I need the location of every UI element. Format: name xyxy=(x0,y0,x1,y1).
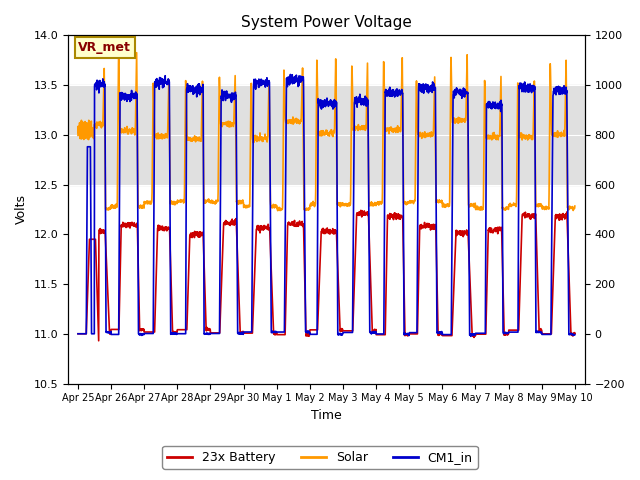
Y-axis label: Volts: Volts xyxy=(15,194,28,225)
Text: VR_met: VR_met xyxy=(78,41,131,54)
Legend: 23x Battery, Solar, CM1_in: 23x Battery, Solar, CM1_in xyxy=(163,446,477,469)
X-axis label: Time: Time xyxy=(311,409,342,422)
Title: System Power Voltage: System Power Voltage xyxy=(241,15,412,30)
Bar xyxy=(68,85,585,184)
